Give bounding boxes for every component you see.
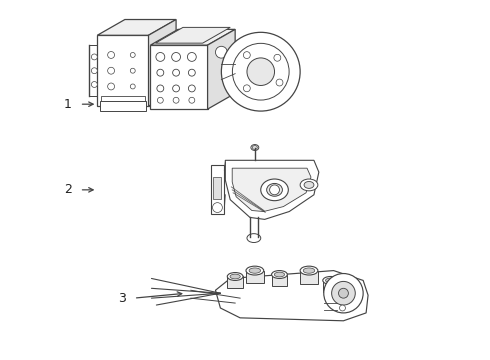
Ellipse shape	[303, 268, 315, 273]
Circle shape	[92, 68, 98, 74]
Circle shape	[188, 69, 196, 76]
Ellipse shape	[323, 276, 339, 284]
Circle shape	[213, 203, 222, 212]
Polygon shape	[232, 168, 311, 212]
Polygon shape	[208, 30, 235, 109]
Ellipse shape	[325, 278, 336, 283]
Circle shape	[130, 68, 135, 73]
Ellipse shape	[300, 179, 318, 191]
Ellipse shape	[227, 273, 243, 280]
Ellipse shape	[185, 32, 192, 37]
Polygon shape	[271, 275, 287, 286]
Ellipse shape	[271, 271, 287, 278]
Circle shape	[232, 43, 289, 100]
Bar	[101, 96, 145, 104]
Ellipse shape	[199, 30, 207, 35]
Circle shape	[332, 282, 355, 305]
Ellipse shape	[267, 184, 282, 196]
Ellipse shape	[249, 268, 261, 273]
Polygon shape	[98, 35, 148, 106]
Ellipse shape	[261, 179, 288, 201]
Polygon shape	[227, 276, 243, 288]
Circle shape	[216, 46, 227, 58]
Polygon shape	[148, 19, 176, 106]
Circle shape	[108, 67, 115, 74]
Polygon shape	[216, 271, 368, 321]
Ellipse shape	[274, 272, 285, 277]
Circle shape	[270, 185, 279, 195]
Polygon shape	[323, 280, 339, 292]
Bar	[214, 177, 221, 199]
Polygon shape	[300, 271, 318, 284]
Circle shape	[156, 53, 165, 61]
Circle shape	[108, 83, 115, 90]
Polygon shape	[225, 160, 319, 219]
Polygon shape	[98, 19, 176, 35]
Circle shape	[172, 85, 179, 92]
Circle shape	[172, 53, 180, 61]
Ellipse shape	[304, 181, 314, 188]
Circle shape	[340, 305, 345, 311]
Circle shape	[157, 97, 163, 103]
Polygon shape	[150, 30, 235, 45]
Ellipse shape	[252, 145, 257, 149]
Bar	[211, 165, 224, 215]
Circle shape	[108, 51, 115, 58]
Circle shape	[130, 84, 135, 89]
Circle shape	[324, 274, 363, 313]
Ellipse shape	[246, 266, 264, 275]
Circle shape	[339, 288, 348, 298]
Ellipse shape	[300, 266, 318, 275]
Text: 1: 1	[64, 98, 72, 111]
Polygon shape	[150, 45, 208, 109]
Ellipse shape	[247, 234, 261, 243]
Circle shape	[188, 85, 196, 92]
Circle shape	[92, 82, 98, 87]
Circle shape	[157, 85, 164, 92]
Circle shape	[274, 54, 281, 61]
Circle shape	[244, 85, 250, 92]
Text: 3: 3	[118, 292, 126, 305]
Circle shape	[276, 79, 283, 86]
Circle shape	[157, 69, 164, 76]
Bar	[100, 101, 146, 111]
Circle shape	[92, 54, 98, 60]
Circle shape	[172, 69, 179, 76]
Polygon shape	[155, 27, 230, 43]
Circle shape	[244, 51, 250, 59]
Circle shape	[189, 97, 195, 103]
Text: 2: 2	[64, 183, 72, 196]
Circle shape	[247, 58, 274, 85]
Circle shape	[173, 97, 179, 103]
Ellipse shape	[230, 274, 240, 279]
Ellipse shape	[251, 145, 259, 150]
Circle shape	[187, 53, 196, 61]
Polygon shape	[246, 271, 264, 283]
Ellipse shape	[170, 35, 177, 40]
Circle shape	[130, 53, 135, 58]
Circle shape	[221, 32, 300, 111]
